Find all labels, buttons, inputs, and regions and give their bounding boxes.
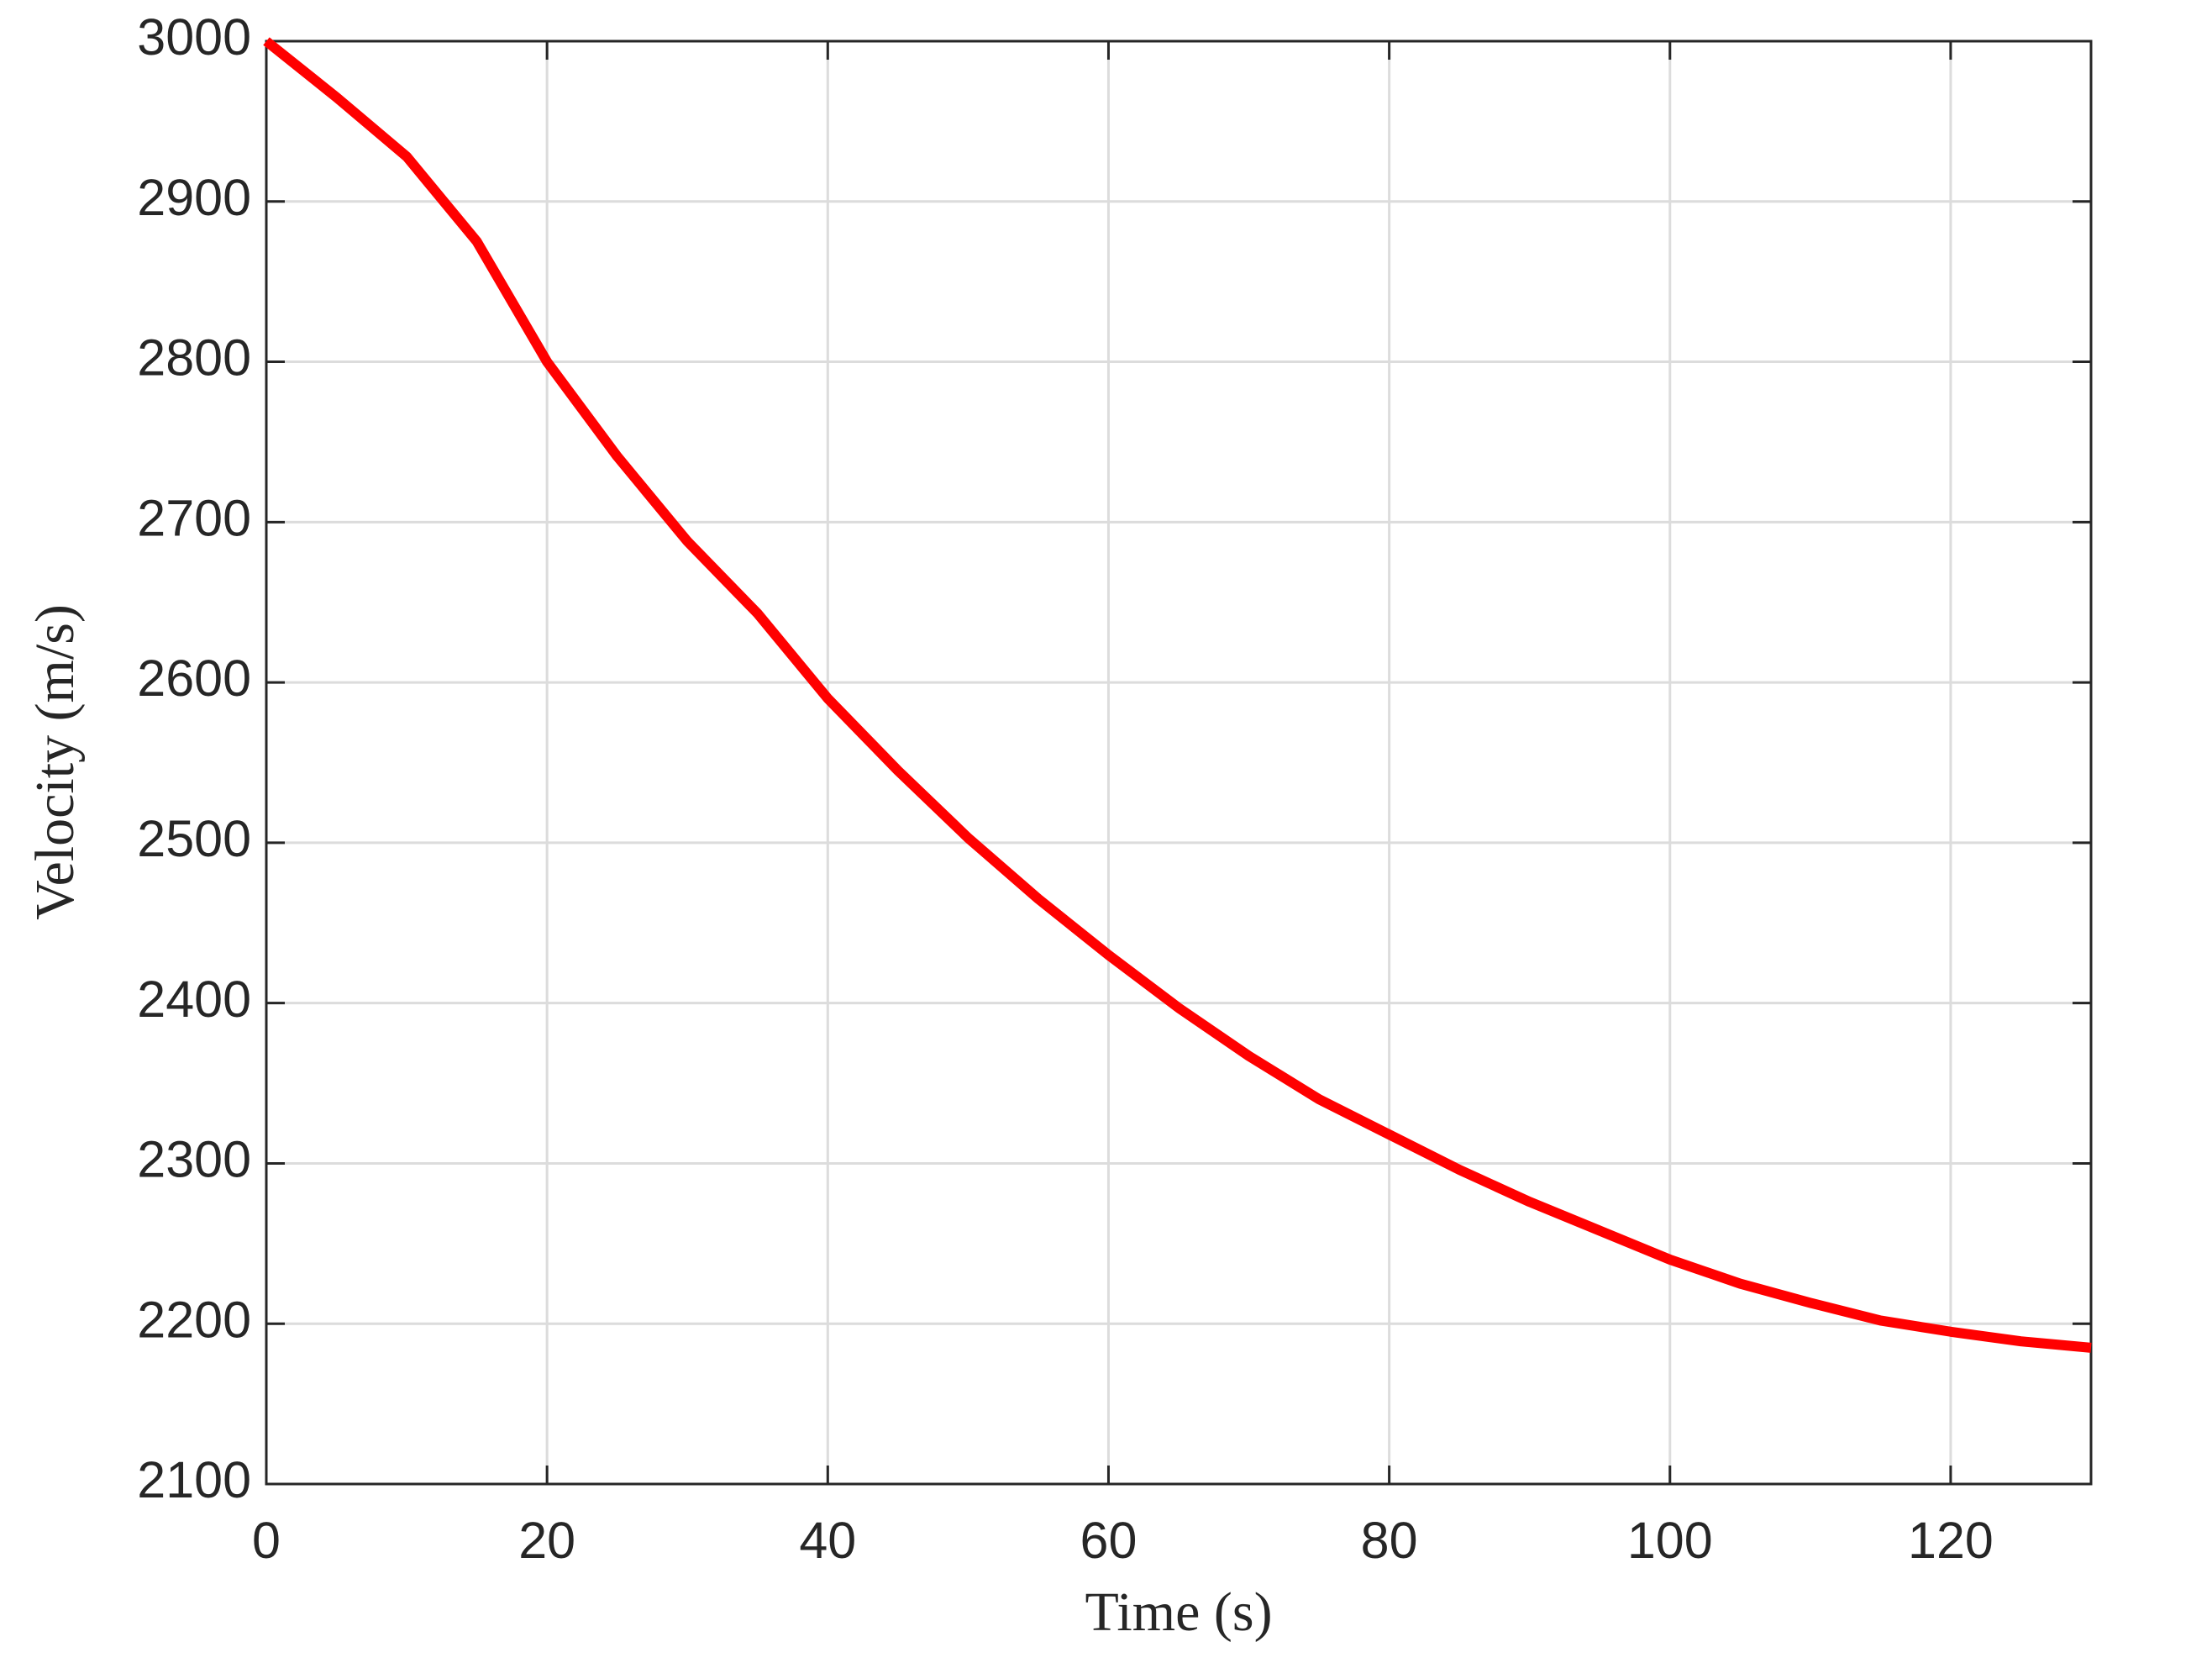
x-tick-label: 100 <box>1627 1512 1713 1569</box>
y-tick-label: 2500 <box>137 810 251 867</box>
x-tick-label: 60 <box>1080 1512 1138 1569</box>
y-axis-label: Velocity (m/s) <box>24 604 86 920</box>
line-series <box>263 37 2092 1353</box>
x-tick-label: 0 <box>252 1512 281 1569</box>
x-axis-label: Time (s) <box>1085 1581 1272 1643</box>
y-tick-label: 2700 <box>137 489 251 546</box>
y-tick-label: 3000 <box>137 8 251 66</box>
y-tick-label: 2300 <box>137 1131 251 1188</box>
y-tick-label: 2800 <box>137 329 251 387</box>
x-tick-label: 40 <box>799 1512 856 1569</box>
y-tick-label: 2200 <box>137 1291 251 1348</box>
y-tick-label: 2400 <box>137 971 251 1028</box>
x-tick-label: 80 <box>1361 1512 1418 1569</box>
y-tick-label: 2100 <box>137 1451 251 1508</box>
y-tick-label: 2900 <box>137 169 251 226</box>
plot-frame <box>265 39 2093 1486</box>
x-tick-label: 120 <box>1908 1512 1994 1569</box>
x-tick-label: 20 <box>518 1512 575 1569</box>
y-tick-label: 2600 <box>137 650 251 707</box>
